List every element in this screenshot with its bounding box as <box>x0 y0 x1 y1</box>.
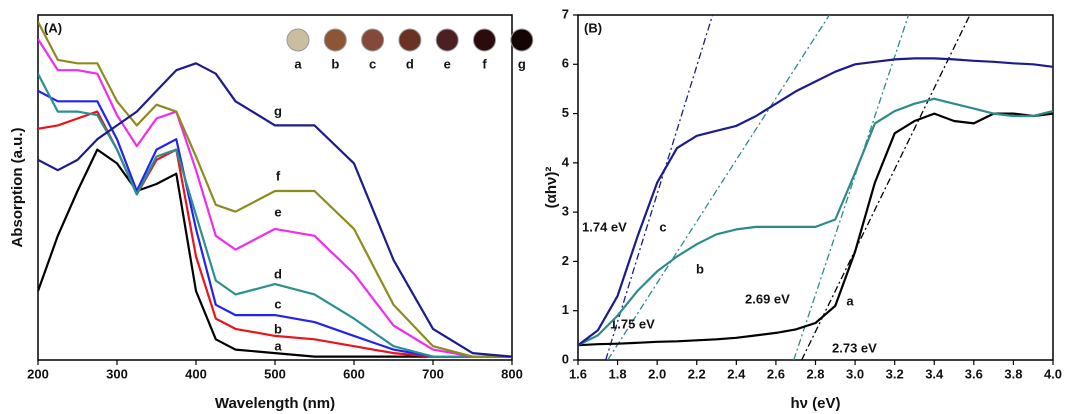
curve-label: f <box>276 168 281 183</box>
data-line <box>38 73 512 358</box>
x-tick-label: 3.8 <box>1004 366 1022 381</box>
curve-label: e <box>274 204 281 219</box>
x-tick-label: 400 <box>185 366 207 381</box>
curve-label: a <box>274 338 282 353</box>
sample-swatch <box>323 28 347 52</box>
data-line <box>578 97 1053 347</box>
sample-label: b <box>331 56 339 71</box>
x-tick-label: 3.6 <box>965 366 983 381</box>
sample-swatch <box>398 28 422 52</box>
tangent-line <box>605 15 714 360</box>
sample-swatch <box>286 28 310 52</box>
x-tick-label: 2.0 <box>648 366 666 381</box>
x-tick-label: 3.4 <box>925 366 944 381</box>
y-tick-label: 7 <box>562 6 569 21</box>
curve-label: b <box>274 321 282 336</box>
tangent-line <box>793 15 910 360</box>
plot-frame <box>577 14 1054 361</box>
curve-label: d <box>274 266 282 281</box>
data-line <box>38 89 512 358</box>
x-axis-label: Wavelength (nm) <box>215 395 335 412</box>
panel-label: (A) <box>44 20 62 35</box>
tangent-line <box>607 15 830 360</box>
x-tick-label: 4.0 <box>1044 366 1062 381</box>
y-tick-label: 1 <box>562 302 569 317</box>
x-tick-label: 700 <box>422 366 444 381</box>
sample-swatch <box>510 28 534 52</box>
tangent-label: 1.75 eV <box>610 316 655 331</box>
sample-swatch <box>473 28 496 52</box>
x-tick-label: 1.6 <box>569 366 587 381</box>
y-tick-label: 0 <box>562 351 569 366</box>
curve-label: g <box>274 103 282 118</box>
x-tick-label: 3.2 <box>886 366 904 381</box>
x-tick-label: 2.8 <box>806 366 824 381</box>
panel-label: (B) <box>584 20 602 35</box>
x-axis-label: hν (eV) <box>790 395 840 412</box>
y-tick-label: 5 <box>562 105 569 120</box>
tangent-label: 2.69 eV <box>745 291 790 306</box>
data-line <box>578 57 1053 347</box>
curve-label: b <box>696 261 704 276</box>
data-line <box>38 21 512 358</box>
sample-label: g <box>518 56 526 71</box>
sample-label: a <box>294 56 302 71</box>
data-line <box>38 148 512 358</box>
x-tick-label: 3.0 <box>846 366 864 381</box>
y-tick-label: 6 <box>562 56 569 71</box>
x-tick-label: 200 <box>27 366 49 381</box>
curve-label: a <box>846 293 854 308</box>
y-axis-label: Absorption (a.u.) <box>9 128 26 248</box>
data-line <box>38 38 512 358</box>
tangent-label: 2.73 eV <box>832 340 877 355</box>
sample-label: d <box>406 56 414 71</box>
y-tick-label: 3 <box>562 204 569 219</box>
sample-swatch <box>361 28 385 52</box>
sample-label: f <box>482 56 487 71</box>
x-tick-label: 1.8 <box>609 366 627 381</box>
tangent-label: 1.74 eV <box>582 219 627 234</box>
x-tick-label: 2.4 <box>727 366 746 381</box>
data-line <box>38 62 512 358</box>
sample-swatch <box>435 28 459 52</box>
curve-label: c <box>274 296 281 311</box>
x-tick-label: 2.2 <box>688 366 706 381</box>
sample-label: e <box>444 56 451 71</box>
y-axis-label: (αhν)² <box>543 167 560 209</box>
sample-label: c <box>369 56 376 71</box>
x-tick-label: 300 <box>106 366 128 381</box>
tangent-line <box>801 15 971 360</box>
x-tick-label: 800 <box>501 366 523 381</box>
x-tick-label: 2.6 <box>767 366 785 381</box>
x-tick-label: 600 <box>343 366 365 381</box>
y-tick-label: 2 <box>562 253 569 268</box>
y-tick-label: 4 <box>562 154 570 169</box>
data-line <box>578 112 1053 347</box>
data-line <box>38 110 512 358</box>
x-tick-label: 500 <box>264 366 286 381</box>
curve-label: c <box>659 219 666 234</box>
